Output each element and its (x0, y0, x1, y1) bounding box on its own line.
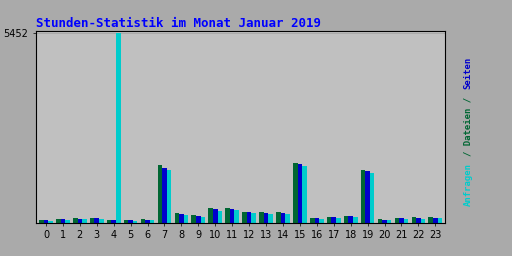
Bar (247, 212, 251, 223)
Bar (259, 212, 264, 223)
Bar (225, 208, 230, 223)
Bar (319, 219, 324, 223)
Bar (162, 168, 167, 223)
Text: Seiten: Seiten (463, 57, 473, 89)
Bar (150, 220, 155, 223)
Bar (65, 220, 70, 223)
Bar (361, 170, 365, 223)
Bar (196, 216, 201, 223)
Bar (201, 217, 205, 223)
Bar (145, 220, 150, 223)
Bar (39, 220, 44, 223)
Bar (99, 219, 103, 223)
Bar (167, 170, 172, 223)
Bar (404, 219, 408, 223)
Bar (268, 214, 273, 223)
Bar (365, 171, 370, 223)
Bar (276, 212, 281, 223)
Bar (230, 209, 234, 223)
Text: Anfragen: Anfragen (463, 163, 473, 206)
Bar (297, 164, 302, 223)
Bar (95, 218, 99, 223)
Bar (191, 215, 196, 223)
Bar (242, 211, 247, 223)
Bar (264, 213, 268, 223)
Bar (112, 220, 116, 223)
Bar (184, 215, 188, 223)
Bar (60, 219, 65, 223)
Bar (73, 218, 77, 223)
Bar (395, 218, 399, 223)
Bar (179, 214, 184, 223)
Bar (331, 217, 336, 223)
Bar (48, 221, 53, 223)
Bar (421, 219, 425, 223)
Bar (344, 216, 348, 223)
Bar (387, 220, 391, 223)
Text: Stunden-Statistik im Monat Januar 2019: Stunden-Statistik im Monat Januar 2019 (36, 17, 321, 29)
Bar (310, 218, 314, 223)
Bar (382, 220, 387, 223)
Bar (158, 165, 162, 223)
Bar (429, 218, 433, 223)
Bar (378, 219, 382, 223)
Bar (314, 218, 319, 223)
Bar (77, 219, 82, 223)
Bar (348, 216, 353, 223)
Bar (399, 218, 404, 223)
Bar (141, 219, 145, 223)
Bar (336, 218, 340, 223)
Bar (44, 220, 48, 223)
Bar (370, 173, 374, 223)
Text: / Dateien /: / Dateien / (463, 97, 473, 156)
Bar (133, 221, 138, 223)
Bar (438, 218, 442, 223)
Bar (82, 219, 87, 223)
Bar (218, 211, 222, 223)
Bar (56, 219, 60, 223)
Bar (90, 218, 95, 223)
Bar (285, 214, 290, 223)
Bar (353, 217, 357, 223)
Bar (416, 218, 421, 223)
Bar (433, 218, 438, 223)
Bar (234, 210, 239, 223)
Bar (293, 163, 297, 223)
Bar (116, 33, 120, 223)
Bar (327, 217, 331, 223)
Bar (251, 213, 256, 223)
Bar (302, 166, 307, 223)
Bar (208, 208, 213, 223)
Bar (213, 209, 218, 223)
Bar (175, 213, 179, 223)
Bar (281, 213, 285, 223)
Bar (124, 220, 129, 223)
Bar (129, 220, 133, 223)
Bar (107, 220, 112, 223)
Bar (412, 218, 416, 223)
